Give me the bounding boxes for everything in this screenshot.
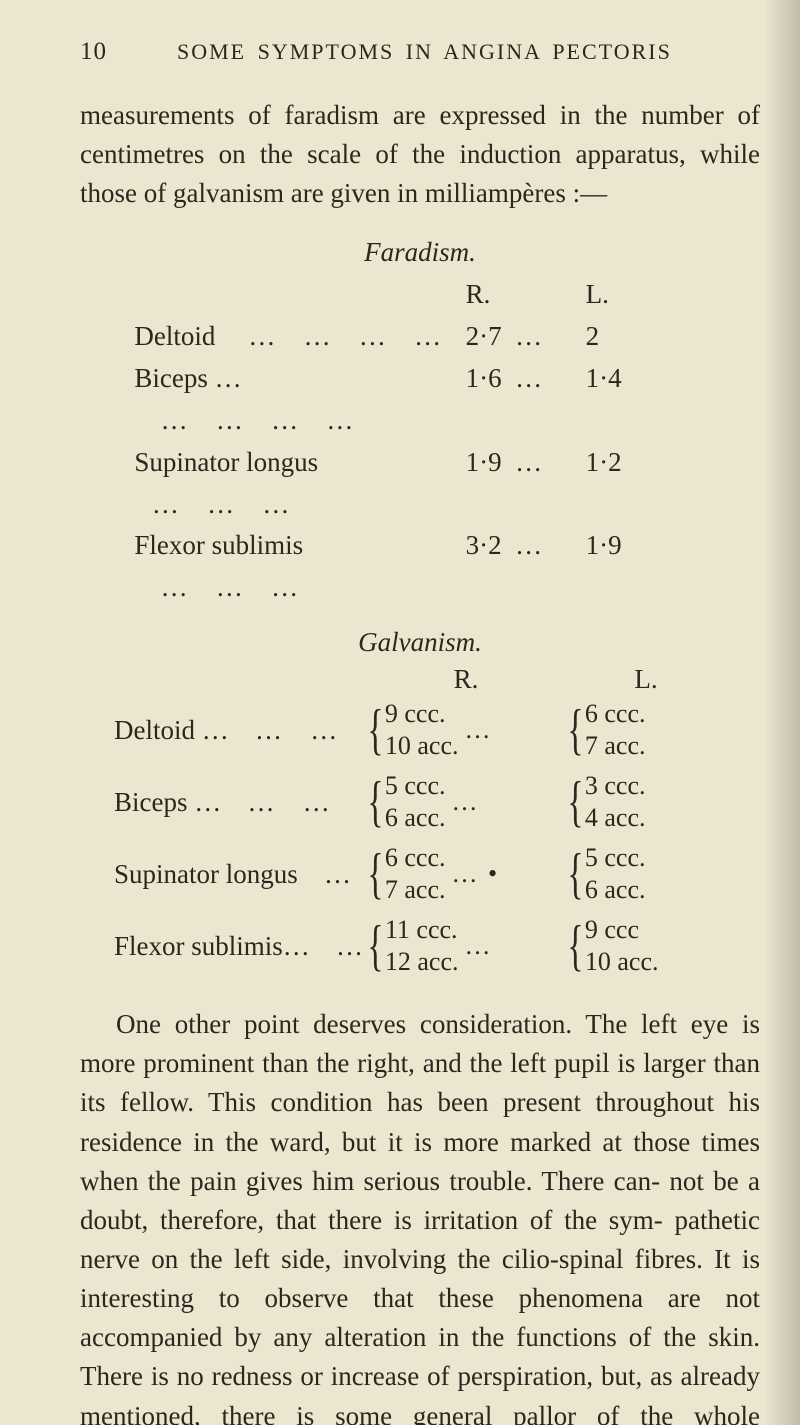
brace-icon: { xyxy=(567,774,583,830)
row-label: Biceps … … … … … xyxy=(134,358,465,442)
row-label: Deltoid … … … … xyxy=(134,316,465,358)
faradism-title: Faradism. xyxy=(80,237,760,268)
val-l: 1·4 xyxy=(586,358,706,442)
leader-dots: … … xyxy=(221,787,332,817)
table-row: Biceps … … … { 5 ccc.6 acc. … { 3 ccc.4 … xyxy=(114,767,726,837)
page-number: 10 xyxy=(80,38,107,66)
row-label: Supinator longus … … … xyxy=(134,442,465,526)
table-row: Supinator longus … { 6 ccc.7 acc. … • { … xyxy=(114,839,726,909)
brace-icon: { xyxy=(367,702,383,758)
leader-dots: … … … xyxy=(134,489,291,519)
leader-dots: … … … xyxy=(134,572,300,602)
table-row: Deltoid … … … { 9 ccc.10 acc. … { 6 ccc.… xyxy=(114,695,726,765)
val-l: 2 xyxy=(586,316,706,358)
table-row: Deltoid … … … … 2·7 … 2 xyxy=(134,316,705,358)
val-r: 3·2 … xyxy=(466,525,586,609)
table-header: R. L. xyxy=(134,274,705,316)
col-r: R. xyxy=(466,274,586,316)
brace-icon: { xyxy=(567,702,583,758)
brace-icon: { xyxy=(367,774,383,830)
header-line: 10 SOME SYMPTOMS IN ANGINA PECTORIS xyxy=(80,38,760,66)
val-l: { 9 ccc10 acc. xyxy=(566,911,726,981)
leader-dots: … xyxy=(465,715,493,745)
val-r: { 5 ccc.6 acc. … xyxy=(366,767,566,837)
val-r: { 6 ccc.7 acc. … • xyxy=(366,839,566,909)
row-label: Supinator longus … xyxy=(114,859,366,890)
leader-dots: … … … … xyxy=(134,405,355,435)
brace-icon: { xyxy=(567,846,583,902)
val-l: 1·9 xyxy=(586,525,706,609)
table-header: R. L. xyxy=(114,664,726,695)
val-l: { 6 ccc.7 acc. xyxy=(566,695,726,765)
row-label: Flexor sublimis … … … xyxy=(134,525,465,609)
col-l: L. xyxy=(586,274,706,316)
page-edge-shadow xyxy=(764,0,800,1425)
table-row: Flexor sublimis… … { 11 ccc.12 acc. … { … xyxy=(114,911,726,981)
leader-dots: … xyxy=(310,931,365,961)
leader-dots: … xyxy=(452,787,480,817)
brace-icon: { xyxy=(367,846,383,902)
val-r: { 11 ccc.12 acc. … xyxy=(366,911,566,981)
table-row: Flexor sublimis … … … 3·2 … 1·9 xyxy=(134,525,705,609)
row-label: Deltoid … … … xyxy=(114,715,366,746)
leader-dots: … … … … xyxy=(222,321,443,351)
row-label: Flexor sublimis… … xyxy=(114,931,366,962)
paragraph-1: measurements of faradism are expressed i… xyxy=(80,96,760,213)
page: 10 SOME SYMPTOMS IN ANGINA PECTORIS meas… xyxy=(0,0,800,1425)
table-row: Supinator longus … … … 1·9 … 1·2 xyxy=(134,442,705,526)
running-head: SOME SYMPTOMS IN ANGINA PECTORIS xyxy=(177,39,672,65)
galvanism-table: R. L. Deltoid … … … { 9 ccc.10 acc. … { … xyxy=(114,664,726,981)
leader-dots: … xyxy=(298,859,353,889)
brace-icon: { xyxy=(567,918,583,974)
brace-icon: { xyxy=(367,918,383,974)
col-l: L. xyxy=(566,664,726,695)
leader-dots: … … xyxy=(229,715,340,745)
val-r: 1·9 … xyxy=(466,442,586,526)
val-r: { 9 ccc.10 acc. … xyxy=(366,695,566,765)
galvanism-title: Galvanism. xyxy=(80,627,760,658)
paragraph-2: One other point deserves consideration. … xyxy=(80,1005,760,1425)
leader-dots: … • xyxy=(452,859,500,889)
table-row: Biceps … … … … … 1·6 … 1·4 xyxy=(134,358,705,442)
faradism-table: R. L. Deltoid … … … … 2·7 … 2 Biceps … …… xyxy=(134,274,705,609)
val-l: 1·2 xyxy=(586,442,706,526)
leader-dots: … xyxy=(465,931,493,961)
val-r: 2·7 … xyxy=(466,316,586,358)
val-l: { 3 ccc.4 acc. xyxy=(566,767,726,837)
row-label: Biceps … … … xyxy=(114,787,366,818)
val-r: 1·6 … xyxy=(466,358,586,442)
col-r: R. xyxy=(366,664,566,695)
val-l: { 5 ccc.6 acc. xyxy=(566,839,726,909)
